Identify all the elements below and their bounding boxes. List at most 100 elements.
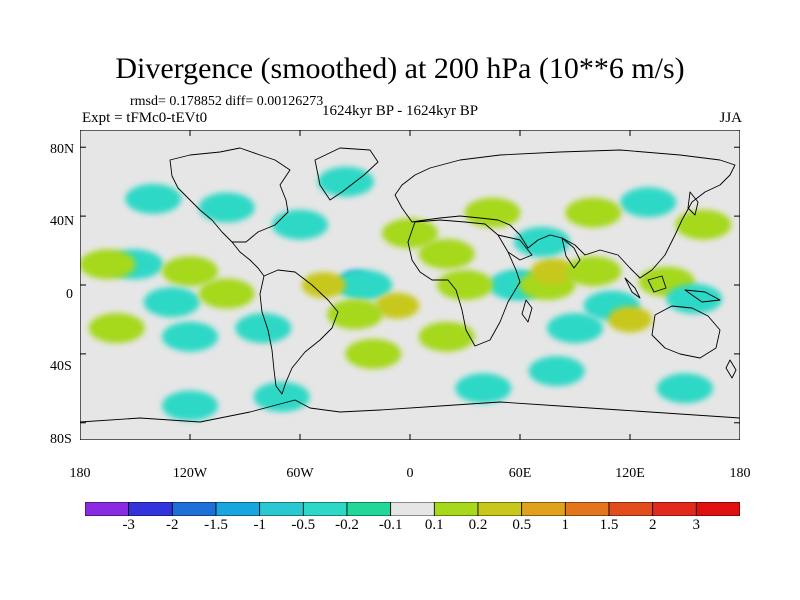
coastline-central-america [231, 241, 265, 277]
colorbar-cell [128, 502, 173, 516]
divergence-anomaly [666, 283, 723, 314]
divergence-anomaly [198, 278, 255, 309]
coastline-japan [687, 191, 699, 216]
coastline-south-america [259, 269, 339, 395]
map-panel [80, 130, 740, 440]
x-tick-label: 180 [729, 466, 751, 481]
coastline-antarctica [80, 399, 740, 423]
colorbar-cell [695, 502, 740, 516]
divergence-anomaly [80, 249, 136, 280]
coastline-north-america [169, 147, 291, 243]
colorbar-cell [477, 502, 523, 516]
divergence-anomaly [531, 258, 575, 285]
y-tick-label: 80S [50, 432, 72, 447]
colorbar-label: -0.1 [378, 517, 403, 533]
divergence-anomaly [317, 166, 374, 197]
coastline-new-zealand [725, 359, 737, 379]
divergence-anomaly [143, 287, 200, 318]
divergence-anomaly [565, 197, 622, 228]
divergence-anomaly [162, 256, 218, 287]
coastline-arabia [497, 234, 533, 261]
divergence-anomaly [162, 390, 218, 421]
colorbar [85, 502, 740, 516]
coastline-borneo [647, 275, 667, 293]
y-tick-label: 40S [50, 359, 72, 374]
divergence-anomaly [375, 292, 420, 319]
divergence-field [80, 166, 732, 421]
x-tick-label: 120E [615, 466, 645, 481]
colorbar-label: -3 [122, 517, 135, 533]
colorbar-label: -0.5 [291, 517, 316, 533]
colorbar-cell [302, 502, 348, 516]
divergence-anomaly [528, 356, 585, 387]
divergence-anomaly [336, 270, 393, 300]
divergence-anomaly [301, 272, 346, 298]
divergence-anomaly [198, 192, 255, 223]
divergence-anomaly [382, 218, 438, 249]
colorbar-label: 1 [561, 517, 570, 533]
coastline-africa [407, 219, 521, 347]
coastline-india [561, 237, 581, 269]
colorbar-label: -0.2 [335, 517, 359, 533]
y-tick-label: 40N [50, 214, 75, 229]
divergence-anomaly [675, 209, 732, 240]
colorbar-cell [215, 502, 261, 516]
x-tick-label: 60E [508, 466, 532, 481]
divergence-anomaly [620, 187, 677, 218]
y-tick-label: 80N [50, 142, 75, 157]
x-tick-label: 0 [406, 466, 414, 481]
colorbar-cell [564, 502, 610, 516]
colorbar-label: -1 [253, 517, 266, 533]
divergence-anomaly [547, 313, 603, 344]
stats-line: rmsd= 0.178852 diff= 0.00126273 [130, 94, 324, 109]
y-tick-label: 0 [66, 287, 73, 302]
colorbar-cell [390, 502, 435, 516]
x-tick-label: 60W [286, 466, 314, 481]
divergence-anomaly [565, 256, 622, 287]
colorbar-label: 1.5 [599, 517, 619, 533]
divergence-anomaly [88, 313, 145, 344]
colorbar-label: 0.5 [512, 517, 532, 533]
divergence-anomaly [608, 306, 652, 333]
colorbar-cell [608, 502, 654, 516]
x-tick-label: 180 [69, 466, 91, 481]
divergence-anomaly [253, 381, 310, 412]
divergence-anomaly [272, 209, 328, 240]
colorbar-label: 2 [648, 517, 657, 533]
divergence-anomaly [418, 321, 475, 352]
x-tick-label: 120W [172, 466, 208, 481]
colorbar-cell [652, 502, 697, 516]
colorbar-cell [259, 502, 304, 516]
colorbar-label: 3 [692, 517, 701, 533]
coastline-eurasia [394, 149, 736, 279]
coastlines [80, 147, 740, 423]
divergence-anomaly [455, 373, 512, 404]
colorbar-label: -1.5 [204, 517, 228, 533]
divergence-anomaly [657, 373, 713, 404]
colorbar-cell [85, 502, 130, 516]
period-label: 1624kyr BP - 1624kyr BP [322, 103, 479, 119]
season-label: JJA [719, 110, 742, 126]
colorbar-cell [433, 502, 479, 516]
colorbar-cell [346, 502, 392, 516]
coastline-greenland [314, 147, 379, 201]
coastline-sumatra [624, 277, 641, 299]
colorbar-label: 0.1 [424, 517, 444, 533]
coastline-madagascar [521, 299, 533, 323]
divergence-anomaly [235, 313, 292, 344]
divergence-anomaly [464, 197, 521, 228]
coastline-australia [651, 305, 721, 359]
colorbar-label: 0.2 [468, 517, 488, 533]
divergence-anomaly [418, 239, 475, 269]
experiment-label: Expt = tFMc0-tEVt0 [82, 110, 208, 126]
colorbar-cell [521, 502, 566, 516]
divergence-anomaly [327, 299, 383, 330]
colorbar-cell [171, 502, 217, 516]
coastline-new-guinea [684, 289, 721, 303]
plot-title: Divergence (smoothed) at 200 hPa (10**6 … [115, 52, 685, 85]
axis-ticks [80, 130, 740, 440]
divergence-anomaly [345, 338, 402, 369]
divergence-anomaly [162, 321, 218, 352]
colorbar-label: -2 [166, 517, 179, 533]
divergence-anomaly [437, 270, 493, 300]
